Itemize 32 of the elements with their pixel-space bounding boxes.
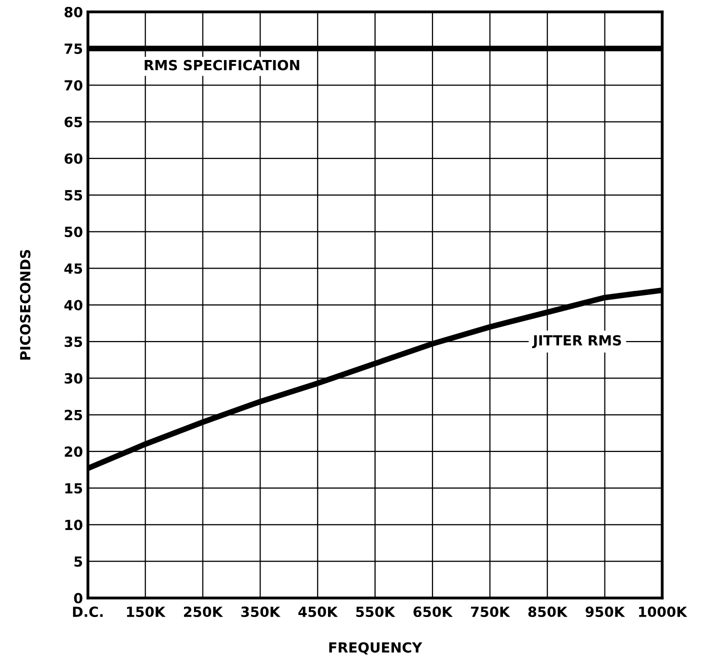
y-tick-label: 80 [64,6,82,18]
y-tick-label: 15 [65,483,82,494]
y-tick-label: 65 [64,116,82,128]
x-tick-label: 850K [528,606,568,618]
y-tick-label: 75 [64,44,82,54]
x-tick-label: 650K [413,606,453,618]
y-tick-label: 30 [64,373,82,384]
y-tick-label: 60 [64,153,82,164]
y-tick-label: 50 [64,226,82,238]
y-axis-title: PICOSECONDS [20,250,30,360]
ref-line-label: RMS SPECIFICATION [144,60,300,70]
x-tick-label: 950K [586,606,626,618]
x-tick-label: 550K [356,606,396,618]
x-tick-label: 750K [470,606,510,618]
y-tick-label: 35 [64,336,82,348]
y-tick-label: 0 [74,592,82,604]
y-tick-label: 55 [64,190,82,201]
y-tick-label: 45 [64,263,82,274]
annotation: JITTER RMS [532,335,621,348]
x-tick-label: 250K [184,606,224,618]
y-tick-label: 40 [64,300,82,310]
x-tick-label: 150K [127,606,166,618]
x-axis-title: FREQUENCY [329,642,422,655]
x-tick-label: 450K [298,606,338,618]
x-tick-label: D.C. [73,606,103,618]
y-tick-label: 5 [74,556,82,567]
y-tick-label: 20 [64,446,82,457]
x-tick-label: 350K [241,606,280,618]
y-tick-label: 70 [64,80,82,91]
y-tick-label: 25 [64,410,82,420]
x-tick-label: 1000K [639,606,688,618]
y-tick-label: 10 [65,520,82,530]
